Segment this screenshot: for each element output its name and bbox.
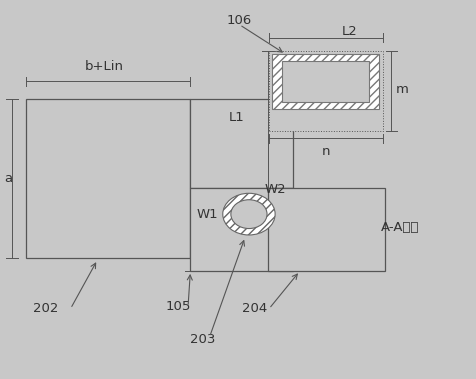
Text: 106: 106: [227, 14, 252, 27]
Bar: [190, 188, 293, 271]
Text: L2: L2: [342, 25, 358, 38]
Text: m: m: [396, 83, 409, 96]
Text: W1: W1: [196, 208, 218, 221]
Bar: [269, 51, 383, 131]
Text: A-A截面: A-A截面: [381, 221, 419, 234]
Bar: [190, 99, 293, 188]
Text: W2: W2: [264, 183, 286, 196]
Text: n: n: [322, 145, 330, 158]
Text: 105: 105: [166, 301, 191, 313]
Bar: [282, 61, 369, 102]
Circle shape: [223, 193, 275, 235]
Text: 202: 202: [32, 302, 58, 315]
Bar: [272, 54, 379, 109]
Bar: [268, 188, 385, 271]
Bar: [26, 99, 190, 258]
Circle shape: [231, 200, 267, 229]
Text: a: a: [4, 172, 13, 185]
Text: b+Lin: b+Lin: [84, 60, 123, 73]
Text: L1: L1: [228, 111, 245, 124]
Text: 203: 203: [189, 333, 215, 346]
Text: 204: 204: [242, 302, 268, 315]
